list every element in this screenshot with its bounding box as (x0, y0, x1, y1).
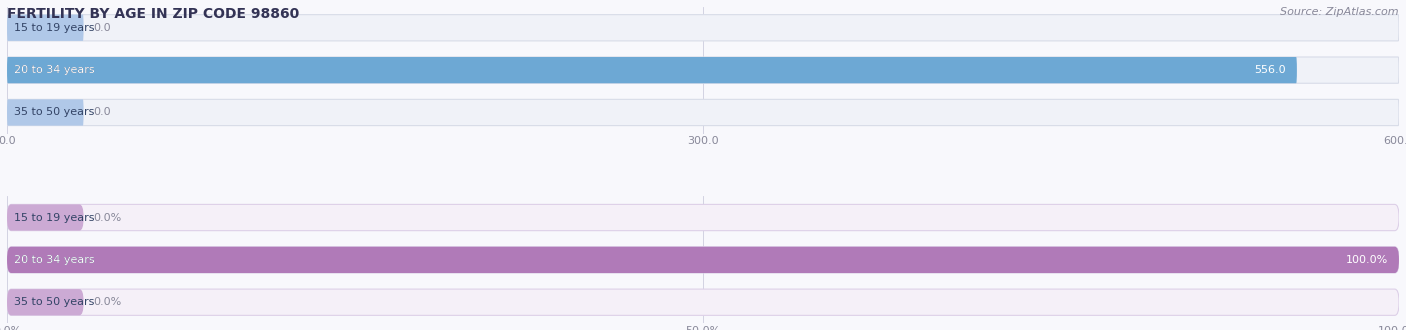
Text: 35 to 50 years: 35 to 50 years (14, 297, 94, 307)
Text: 20 to 34 years: 20 to 34 years (14, 255, 94, 265)
FancyBboxPatch shape (7, 57, 1399, 83)
FancyBboxPatch shape (7, 289, 1399, 315)
Text: 20 to 34 years: 20 to 34 years (14, 255, 94, 265)
Text: 0.0%: 0.0% (93, 213, 121, 222)
FancyBboxPatch shape (7, 99, 83, 126)
FancyBboxPatch shape (7, 99, 1399, 126)
FancyBboxPatch shape (7, 57, 1296, 83)
FancyBboxPatch shape (7, 15, 83, 41)
FancyBboxPatch shape (7, 15, 1399, 41)
Text: 15 to 19 years: 15 to 19 years (14, 213, 94, 222)
FancyBboxPatch shape (7, 289, 83, 315)
FancyBboxPatch shape (7, 204, 83, 231)
Text: 20 to 34 years: 20 to 34 years (14, 65, 94, 75)
Text: Source: ZipAtlas.com: Source: ZipAtlas.com (1281, 7, 1399, 16)
FancyBboxPatch shape (7, 247, 1399, 273)
Text: 35 to 50 years: 35 to 50 years (14, 108, 94, 117)
Text: 0.0: 0.0 (93, 23, 111, 33)
Text: 0.0: 0.0 (93, 108, 111, 117)
Text: FERTILITY BY AGE IN ZIP CODE 98860: FERTILITY BY AGE IN ZIP CODE 98860 (7, 7, 299, 20)
FancyBboxPatch shape (7, 204, 1399, 231)
Text: 0.0%: 0.0% (93, 297, 121, 307)
Text: 556.0: 556.0 (1254, 65, 1285, 75)
Text: 20 to 34 years: 20 to 34 years (14, 65, 94, 75)
Text: 100.0%: 100.0% (1346, 255, 1388, 265)
FancyBboxPatch shape (7, 247, 1399, 273)
Text: 15 to 19 years: 15 to 19 years (14, 23, 94, 33)
